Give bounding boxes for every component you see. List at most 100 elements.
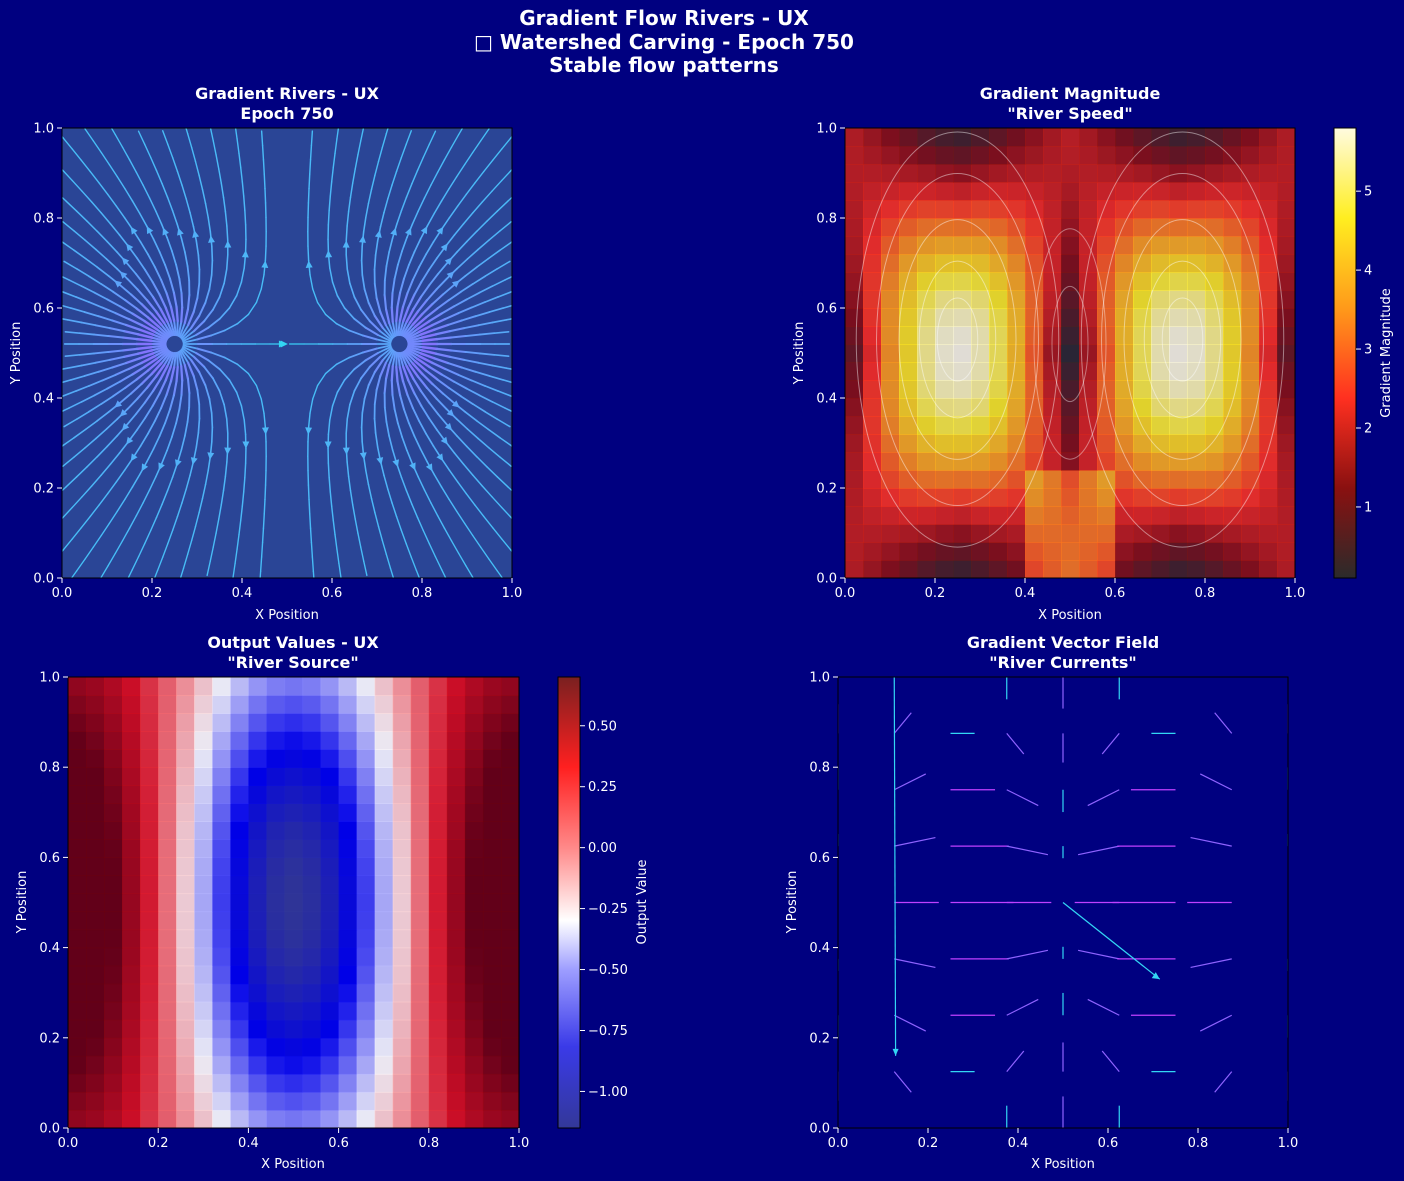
streamline-segment: [142, 184, 151, 199]
magnitude-cell: [1007, 452, 1026, 471]
magnitude-cell: [971, 200, 990, 219]
output-cell: [338, 821, 358, 840]
magnitude-cell: [953, 200, 972, 219]
streamline-segment: [129, 383, 143, 395]
magnitude-cell: [1025, 128, 1044, 147]
streamline-segment: [327, 462, 330, 479]
streamline-segment: [345, 418, 349, 435]
magnitude-cell: [1151, 254, 1170, 273]
magnitude-cell: [1241, 236, 1260, 255]
output-cell: [104, 911, 123, 931]
output-cell: [446, 731, 466, 750]
magnitude-cell: [881, 380, 900, 399]
output-cell: [464, 929, 484, 949]
output-cell: [266, 695, 286, 714]
output-cell: [68, 803, 87, 822]
output-cell: [410, 767, 430, 786]
streamline-segment: [166, 320, 175, 337]
magnitude-contours: [855, 131, 1285, 548]
streamline-segment: [440, 486, 450, 500]
output-cell: [338, 947, 358, 967]
panel-3-xtick-label: 1.0: [509, 1136, 530, 1151]
output-cell: [284, 839, 304, 858]
streamline-segment: [460, 315, 477, 322]
panel-2-title-line-1: Gradient Magnitude: [980, 84, 1161, 103]
magnitude-colorbar-tick-label: 3: [1364, 343, 1372, 358]
magnitude-cell: [1061, 236, 1080, 255]
streamline-segment: [243, 419, 247, 436]
magnitude-cell: [1205, 182, 1224, 201]
output-cell: [428, 965, 448, 985]
magnitude-cell: [953, 254, 972, 273]
panel-3-ytick-label: 0.2: [39, 1031, 60, 1046]
streamline-segment: [453, 298, 468, 308]
magnitude-cell: [971, 398, 990, 417]
output-cell: [302, 893, 322, 913]
streamline-segment: [442, 284, 456, 296]
panel-3-frame: [67, 676, 520, 1129]
panel-4-xtick-label: 0.0: [828, 1136, 849, 1151]
panel-1-ticks: 0.0 0.2 0.4 0.6 0.8 1.00.00.20.40.60.81.0: [33, 122, 522, 602]
output-cell: [428, 875, 448, 895]
magnitude-cell: [1277, 218, 1295, 237]
output-cell: [104, 1073, 123, 1093]
streamline-segment: [450, 349, 467, 354]
streamline-segment: [374, 239, 379, 256]
streamline-segment: [423, 489, 432, 504]
streamline-segment: [368, 355, 382, 368]
magnitude-cell: [935, 380, 954, 399]
magnitude-cell: [1277, 128, 1295, 147]
streamline-segment: [70, 375, 86, 381]
output-cell: [500, 1091, 519, 1111]
streamline-segment: [360, 128, 365, 142]
output-cell: [320, 1019, 340, 1039]
output-cell: [122, 713, 141, 732]
output-cell: [284, 929, 304, 949]
output-cell: [158, 911, 177, 931]
magnitude-cell: [881, 254, 900, 273]
streamline-segment: [400, 529, 407, 545]
output-cell: [392, 1091, 412, 1111]
streamline-segment: [234, 548, 238, 565]
magnitude-cell: [845, 506, 864, 525]
output-cell: [356, 677, 376, 696]
streamline-segment: [416, 298, 429, 313]
output-cell: [68, 785, 87, 804]
output-cell: [158, 695, 177, 714]
magnitude-cell: [1115, 128, 1134, 147]
quiver-arrow: [1199, 773, 1233, 791]
output-cell: [176, 1091, 195, 1111]
output-cell: [374, 875, 394, 895]
streamline-segment: [401, 236, 408, 252]
output-cell: [212, 1019, 231, 1039]
magnitude-cell: [1025, 200, 1044, 219]
magnitude-cell: [1223, 416, 1242, 435]
streamline-segment: [240, 166, 244, 183]
streamline-segment: [307, 484, 310, 501]
streamline-segment: [64, 330, 81, 335]
magnitude-cell: [881, 236, 900, 255]
output-cell: [248, 785, 268, 804]
streamline-segment: [78, 332, 95, 336]
magnitude-cell: [1151, 290, 1170, 309]
panel-2-ytick-label: 0.2: [816, 482, 837, 497]
streamline-segment: [75, 267, 90, 278]
magnitude-cell: [1061, 416, 1080, 435]
streamline-segment: [106, 380, 121, 390]
magnitude-cell: [1259, 434, 1278, 453]
output-cell: [302, 1073, 322, 1093]
streamline-segment: [505, 317, 512, 321]
streamline-segment: [107, 334, 124, 339]
magnitude-cell: [1043, 272, 1062, 291]
streamline-segment: [176, 170, 183, 186]
streamline-arrow: [190, 457, 198, 465]
magnitude-cell: [1169, 254, 1188, 273]
output-cell: [500, 911, 519, 931]
magnitude-cell: [1115, 200, 1134, 219]
streamline-segment: [388, 322, 396, 338]
magnitude-cell: [1097, 470, 1116, 489]
output-cell: [122, 875, 141, 895]
streamline-segment: [106, 240, 118, 253]
streamline-segment: [74, 295, 90, 303]
magnitude-cell: [1205, 308, 1224, 327]
